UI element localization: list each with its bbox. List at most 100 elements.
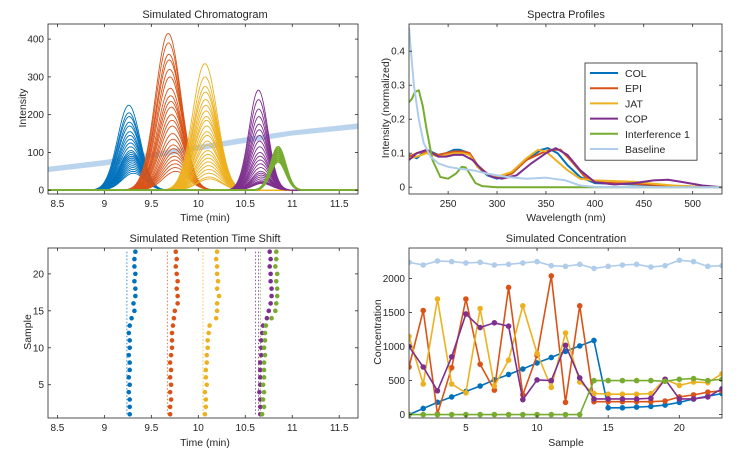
retention-point — [127, 360, 133, 365]
axes-frame — [47, 247, 359, 419]
retention-point — [167, 360, 173, 365]
peak-line — [48, 144, 358, 191]
retention-point — [273, 278, 279, 284]
concentration-point — [648, 264, 654, 270]
concentration-point — [409, 259, 412, 266]
concentration-point — [448, 381, 455, 387]
peak-line — [48, 149, 358, 192]
concentration-point — [591, 396, 597, 402]
concentration-point — [719, 371, 722, 377]
retention-point — [213, 315, 219, 321]
concentration-point — [520, 396, 526, 403]
concentration-point — [591, 377, 597, 384]
retention-point — [174, 271, 179, 277]
concentration-point — [463, 311, 469, 317]
retention-point — [261, 367, 267, 373]
retention-point — [175, 301, 180, 306]
retention-point — [273, 264, 278, 269]
legend-label: JAT — [625, 98, 643, 110]
retention-point — [261, 404, 267, 410]
concentration-point — [704, 263, 711, 270]
retention-point — [260, 382, 266, 388]
retention-point — [203, 367, 209, 373]
concentration-point — [562, 330, 569, 336]
retention-point — [175, 278, 180, 284]
concentration-plot-area — [409, 257, 722, 418]
x-tick-label: 350 — [538, 199, 555, 210]
y-tick-label: 0 — [399, 183, 405, 194]
legend-label: COP — [625, 114, 648, 126]
retention-point — [261, 389, 267, 395]
retention-point — [269, 315, 274, 321]
concentration-point — [491, 262, 498, 268]
y-tick-label: 2000 — [383, 274, 406, 285]
retention-panel: Simulated Retention Time Shift 8.5 9 9.5 10… — [22, 233, 359, 449]
retention-point — [262, 352, 268, 358]
concentration-point — [420, 381, 427, 387]
concentration-point — [520, 366, 526, 372]
concentration-point — [548, 262, 555, 269]
retention-point — [131, 301, 136, 306]
retention-point — [214, 249, 220, 254]
concentration-point — [690, 375, 697, 382]
retention-point — [204, 382, 210, 388]
x-tick-label: 15 — [603, 423, 615, 434]
peak-line — [48, 144, 358, 191]
retention-point — [258, 367, 263, 373]
concentration-point — [548, 377, 555, 384]
x-tick-label: 10.5 — [236, 199, 256, 210]
x-tick-label: 5 — [463, 423, 469, 434]
retention-point — [214, 301, 220, 306]
y-tick-label: 0.1 — [391, 149, 405, 160]
concentration-point — [463, 260, 469, 266]
x-tick-label: 9 — [102, 423, 108, 434]
retention-point — [214, 264, 220, 269]
x-tick-label: 8.5 — [50, 199, 64, 210]
retention-point — [267, 264, 272, 269]
concentration-point — [690, 392, 697, 398]
concentration-point — [662, 398, 668, 404]
retention-point — [132, 264, 137, 269]
concentration-point — [491, 320, 498, 326]
retention-point — [260, 397, 266, 402]
retention-point — [169, 345, 175, 351]
x-tick-label: 10.5 — [236, 423, 256, 434]
concentration-point — [434, 411, 441, 418]
y-tick-label: 200 — [27, 110, 44, 121]
retention-point — [167, 389, 173, 395]
retention-point — [172, 308, 178, 314]
retention-point — [133, 249, 138, 254]
concentration-point — [676, 396, 683, 402]
legend-label: Interference 1 — [625, 129, 690, 141]
legend-label: Baseline — [625, 144, 665, 156]
concentration-point — [576, 375, 583, 381]
spectrum-line — [409, 27, 722, 189]
retention-point — [205, 338, 210, 343]
concentration-point — [505, 357, 512, 364]
concentration-point — [463, 411, 469, 418]
concentration-point — [491, 383, 498, 389]
concentration-point — [463, 296, 469, 302]
spectra-panel: Spectra Profiles 250 300 350 400 450 500 0 0.1 0… — [380, 9, 723, 224]
x-tick-label: 400 — [587, 199, 604, 210]
retention-point — [213, 256, 219, 262]
peak-line — [48, 161, 358, 192]
y-tick-label: 100 — [27, 148, 44, 159]
retention-point — [202, 412, 208, 417]
concentration-point — [576, 411, 583, 418]
retention-point — [168, 382, 174, 388]
spectrum-line — [409, 148, 722, 189]
retention-point — [206, 330, 211, 336]
concentration-point — [420, 364, 427, 370]
concentration-point — [704, 377, 711, 384]
concentration-point — [434, 388, 441, 394]
y-tick-label: 0.3 — [391, 81, 405, 92]
retention-point — [126, 330, 132, 336]
concentration-point — [605, 405, 611, 411]
spectra-plot-area — [409, 27, 722, 189]
retention-point — [261, 375, 267, 380]
concentration-point — [719, 262, 722, 269]
retention-point — [274, 293, 280, 299]
concentration-point — [491, 387, 498, 393]
x-tick-label: 10 — [193, 423, 205, 434]
